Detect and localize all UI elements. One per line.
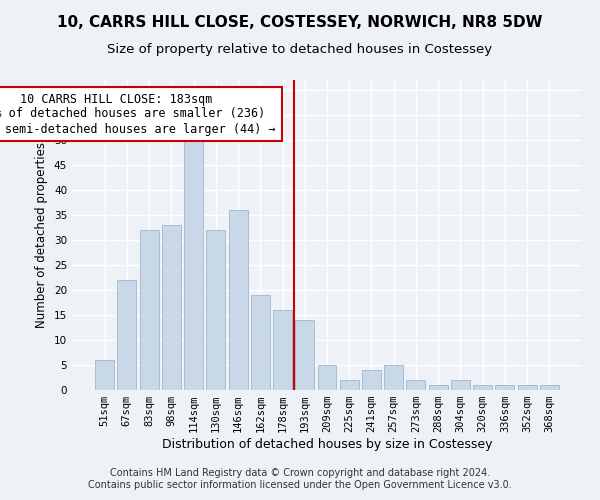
Bar	[451, 380, 470, 390]
Bar	[406, 380, 425, 390]
Bar	[473, 385, 492, 390]
Bar	[95, 360, 114, 390]
Bar	[496, 385, 514, 390]
Bar	[118, 280, 136, 390]
Bar	[317, 365, 337, 390]
Y-axis label: Number of detached properties: Number of detached properties	[35, 142, 49, 328]
Text: 10, CARRS HILL CLOSE, COSTESSEY, NORWICH, NR8 5DW: 10, CARRS HILL CLOSE, COSTESSEY, NORWICH…	[57, 15, 543, 30]
Text: Size of property relative to detached houses in Costessey: Size of property relative to detached ho…	[107, 42, 493, 56]
Bar	[273, 310, 292, 390]
Text: Contains HM Land Registry data © Crown copyright and database right 2024.
Contai: Contains HM Land Registry data © Crown c…	[88, 468, 512, 490]
Bar	[340, 380, 359, 390]
Text: 10 CARRS HILL CLOSE: 183sqm
← 84% of detached houses are smaller (236)
16% of se: 10 CARRS HILL CLOSE: 183sqm ← 84% of det…	[0, 92, 276, 136]
Bar	[362, 370, 381, 390]
Bar	[162, 225, 181, 390]
Bar	[295, 320, 314, 390]
Bar	[206, 230, 225, 390]
Bar	[184, 140, 203, 390]
Bar	[384, 365, 403, 390]
Bar	[429, 385, 448, 390]
Bar	[518, 385, 536, 390]
X-axis label: Distribution of detached houses by size in Costessey: Distribution of detached houses by size …	[162, 438, 492, 451]
Bar	[251, 295, 270, 390]
Bar	[140, 230, 158, 390]
Bar	[540, 385, 559, 390]
Bar	[229, 210, 248, 390]
